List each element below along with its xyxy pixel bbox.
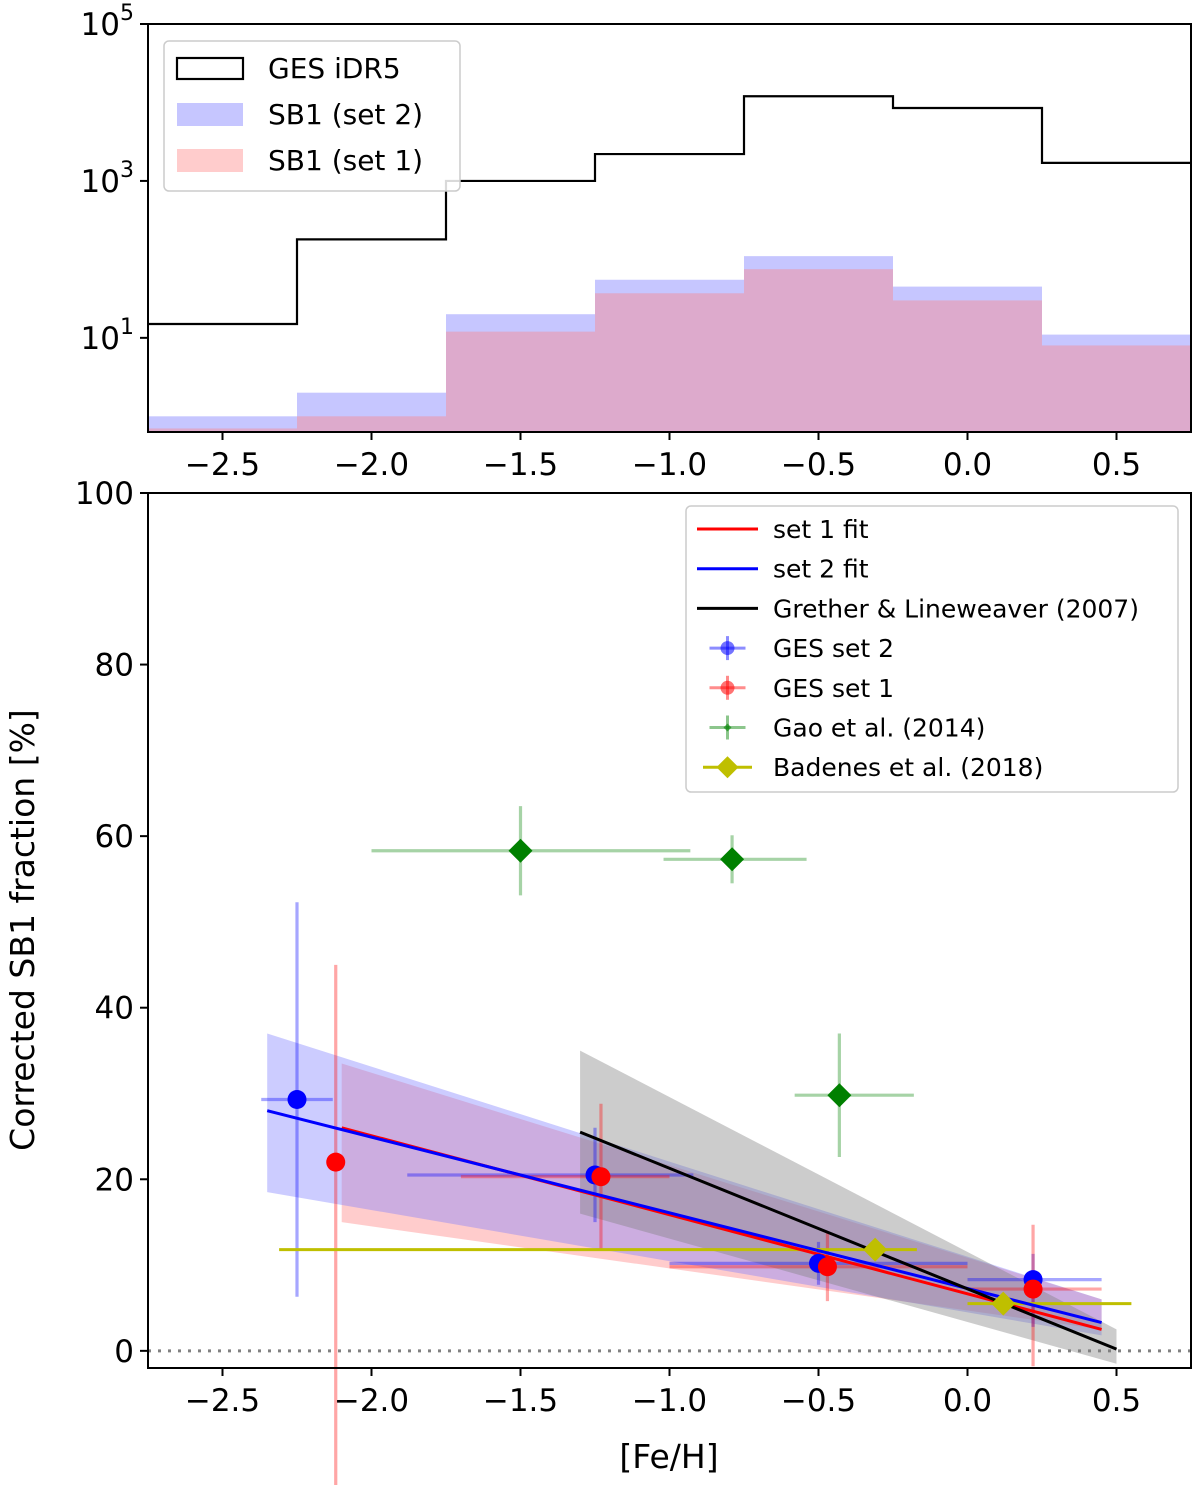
x-tick-label: −2.5: [185, 1383, 260, 1419]
legend-swatch-badenes-et-al-2018: [703, 756, 752, 779]
legend-label-ges-idr5: GES iDR5: [268, 52, 401, 85]
point-ges-set-1: [326, 1152, 346, 1172]
point-badenes-et-al-2018: [991, 1291, 1016, 1316]
y-tick-label: 80: [95, 648, 134, 684]
hist-bar-sb1-set-1: [1042, 345, 1191, 432]
hist-bar-sb1-set-1: [148, 428, 297, 432]
point-ges-set-2: [287, 1089, 307, 1109]
legend-swatch-ges-set-2: [709, 636, 746, 661]
point-gao-et-al-2014: [720, 847, 745, 872]
x-tick-label: −1.5: [483, 447, 558, 483]
x-tick-label: −0.5: [781, 447, 856, 483]
y-tick-label: 40: [95, 991, 134, 1027]
legend-swatch-ges-idr5: [175, 56, 245, 81]
ges-idr5-step-line: [148, 95, 1191, 326]
y-axis-label: Corrected SB1 fraction [%]: [3, 709, 42, 1151]
hist-bar-sb1-set-2: [148, 416, 297, 432]
hist-bar-sb1-set-2: [297, 392, 446, 432]
x-tick-label: 0.0: [943, 1383, 992, 1419]
band-grether-lineweaver-band: [580, 1050, 1117, 1364]
x-tick-label: −1.5: [483, 1383, 558, 1419]
histogram-legend: GES iDR5 SB1 (set 2) SB1 (set 1): [163, 40, 461, 192]
x-tick-label: −2.0: [334, 1383, 409, 1419]
y-tick-label: 105: [81, 1, 134, 43]
point-ges-set-1: [591, 1167, 611, 1187]
fit-lines: [266, 1109, 1118, 1351]
y-tick-label: 60: [95, 819, 134, 855]
hist-bar-sb1-set-1: [297, 416, 446, 432]
point-gao-et-al-2014: [827, 1083, 852, 1108]
legend-swatch-sb1-set-2: [177, 103, 243, 126]
sb1-histogram-fills: [148, 256, 1191, 432]
legend-label-ges-set-1: GES set 1: [773, 674, 894, 703]
y-tick-label: 100: [75, 476, 134, 512]
sb1-fraction-panel: −2.5 −2.0 −1.5 −1.0 −0.5 0.0 0.5 020406080100 …: [3, 476, 1192, 1485]
fit-line-grether-lineweaver-2007: [579, 1130, 1118, 1351]
legend-swatch-sb1-set-1: [177, 149, 243, 172]
hist-bar-sb1-set-2: [893, 286, 1042, 432]
x-tick-label: −2.0: [334, 447, 409, 483]
point-badenes-et-al-2018: [863, 1237, 888, 1262]
hist-bar-sb1-set-1: [595, 293, 744, 432]
x-axis-label: [Fe/H]: [619, 1437, 718, 1476]
legend-marker: [720, 680, 735, 695]
legend-swatch-gao-et-al-2014: [709, 715, 746, 740]
legend-swatch-ges-set-1: [709, 675, 746, 700]
hist-bar-sb1-set-1: [744, 269, 893, 432]
histogram-y-ticks: 101 103 105: [81, 1, 148, 357]
hist-bar-sb1-set-2: [1042, 334, 1191, 432]
legend-label-ges-set-2: GES set 2: [773, 634, 894, 663]
legend-marker: [716, 756, 739, 779]
hist-bar-sb1-set-2: [595, 279, 744, 432]
hist-bar-sb1-set-2: [744, 256, 893, 432]
point-gao-et-al-2014: [508, 838, 533, 863]
x-tick-label: −0.5: [781, 1383, 856, 1419]
data-points: [287, 838, 1043, 1316]
legend-label-gao-et-al-2014: Gao et al. (2014): [773, 714, 985, 743]
x-tick-label: −1.0: [632, 447, 707, 483]
legend-label-badenes-et-al-2018: Badenes et al. (2018): [773, 753, 1043, 782]
x-tick-label: 0.5: [1092, 447, 1141, 483]
hist-bar-sb1-set-1: [446, 331, 595, 432]
legend-label-sb1-set-2: SB1 (set 2): [268, 98, 423, 131]
x-tick-label: −1.0: [632, 1383, 707, 1419]
point-ges-set-1: [1023, 1279, 1043, 1299]
scatter-legend: set 1 fit set 2 fit Grether & Lineweaver (…: [685, 505, 1179, 793]
y-tick-label: 20: [95, 1162, 134, 1198]
hist-bar-sb1-set-1: [893, 300, 1042, 432]
legend-label-sb1-set-1: SB1 (set 1): [268, 144, 423, 177]
legend-marker: [720, 641, 735, 656]
y-tick-label: 101: [81, 315, 134, 357]
x-tick-label: −2.5: [185, 447, 260, 483]
scatter-y-ticks: 0 20 40 60 80 100: [75, 476, 148, 1370]
x-tick-label: 0.5: [1092, 1383, 1141, 1419]
histogram-x-ticks: −2.5 −2.0 −1.5 −1.0 −0.5 0.0 0.5: [185, 432, 1141, 483]
legend-box: [685, 505, 1179, 793]
histogram-panel: −2.5 −2.0 −1.5 −1.0 −0.5 0.0 0.5 101 103 105 GES…: [81, 1, 1192, 483]
legend-label-grether-lineweaver-2007: Grether & Lineweaver (2007): [773, 594, 1139, 623]
y-tick-label: 0: [114, 1334, 134, 1370]
band-set-1-band: [341, 1063, 1102, 1330]
x-tick-label: 0.0: [943, 447, 992, 483]
scatter-x-ticks: −2.5 −2.0 −1.5 −1.0 −0.5 0.0 0.5: [185, 1368, 1141, 1419]
point-ges-set-1: [817, 1257, 837, 1277]
legend-marker: [723, 723, 732, 732]
hist-bar-sb1-set-2: [446, 314, 595, 432]
legend-label-set-2-fit: set 2 fit: [773, 555, 869, 584]
legend-label-set-1-fit: set 1 fit: [773, 515, 869, 544]
y-tick-label: 103: [81, 158, 134, 200]
confidence-bands: [267, 1033, 1117, 1364]
